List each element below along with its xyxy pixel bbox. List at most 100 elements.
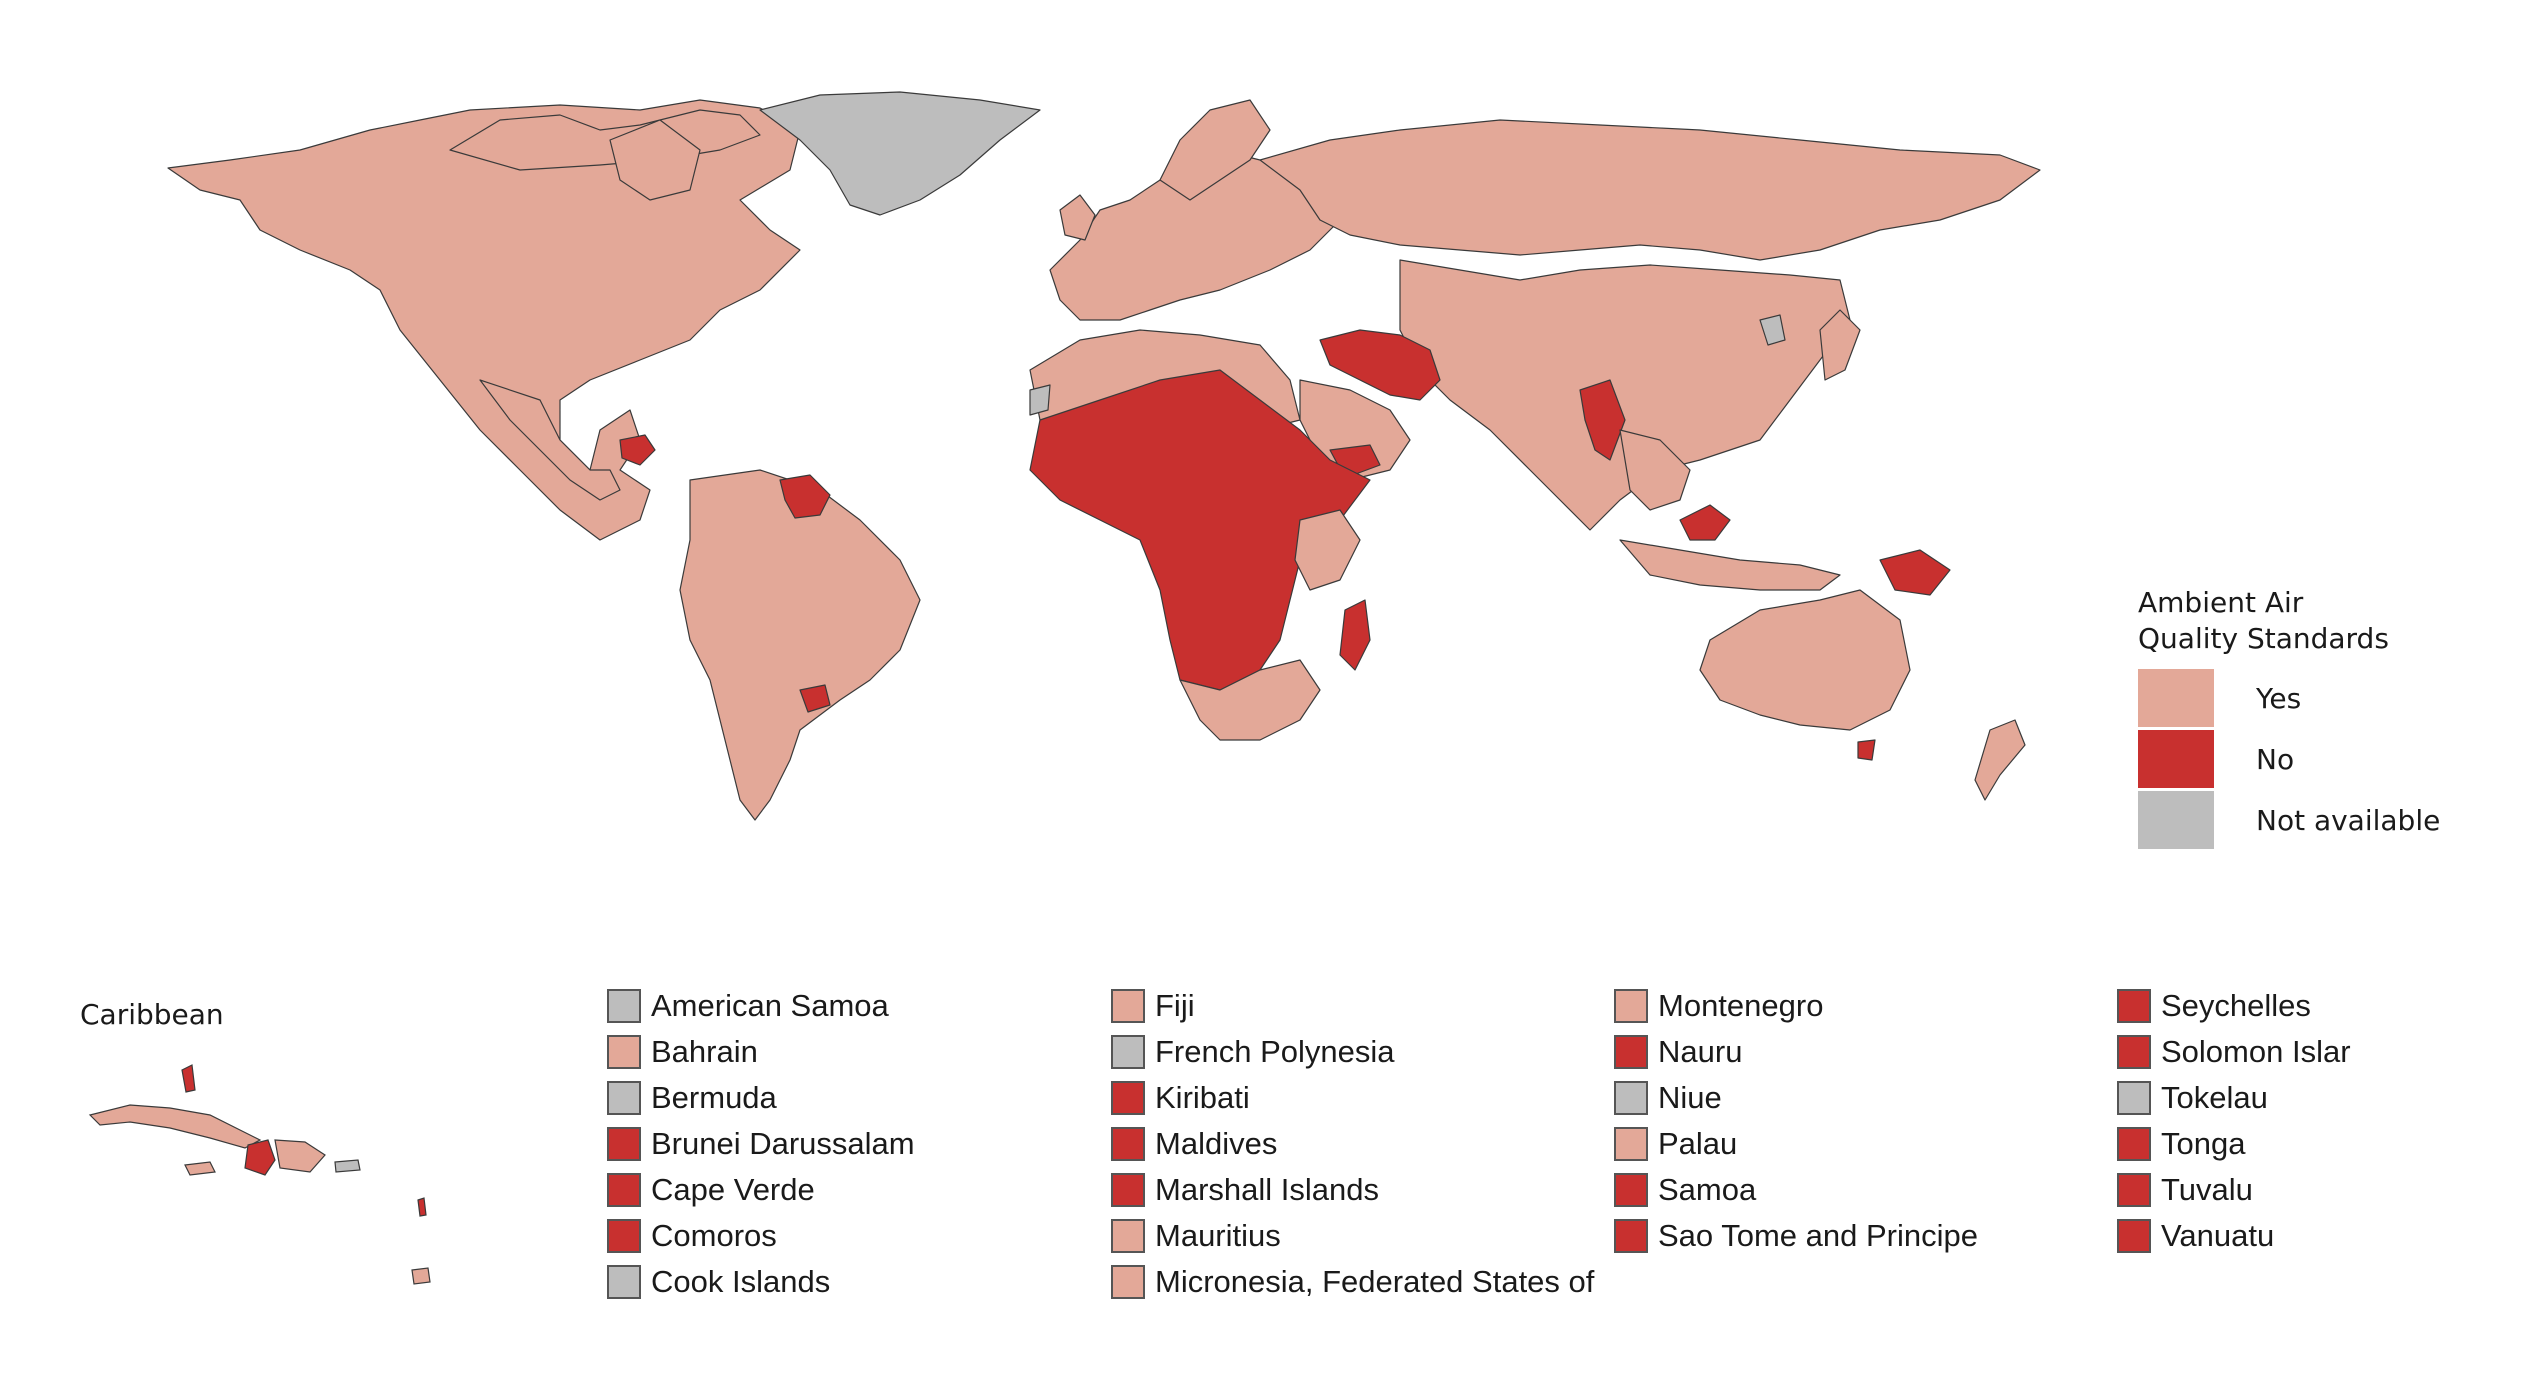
legend-item: Yes [2138, 669, 2458, 727]
small-country-swatch [2117, 1035, 2151, 1069]
small-countries-column-3: Montenegro Nauru Niue Palau Samoa Sao Tome an… [1614, 983, 1978, 1259]
small-country-name: Cook Islands [651, 1264, 831, 1299]
small-country-item: Bahrain [607, 1029, 915, 1075]
legend-label: Not available [2256, 803, 2441, 837]
small-country-item: Tuvalu [2117, 1167, 2351, 1213]
small-countries-column-2: Fiji French Polynesia Kiribati Maldives Mars… [1111, 983, 1594, 1305]
small-country-name: Marshall Islands [1155, 1172, 1379, 1207]
small-country-item: Bermuda [607, 1075, 915, 1121]
small-country-item: Marshall Islands [1111, 1167, 1594, 1213]
legend-item: Not available [2138, 791, 2458, 849]
region-madagascar-no [1339, 599, 1371, 671]
small-country-swatch [607, 1265, 641, 1299]
small-country-name: Micronesia, Federated States of [1155, 1264, 1595, 1299]
small-country-name: Tokelau [2161, 1080, 2268, 1115]
small-country-swatch [607, 1173, 641, 1207]
small-country-item: American Samoa [607, 983, 915, 1029]
small-country-item: Cook Islands [607, 1259, 915, 1305]
small-country-name: Cape Verde [651, 1172, 815, 1207]
legend-swatch [2138, 791, 2214, 849]
region-baffin [609, 119, 701, 201]
region-greenland [759, 91, 1041, 216]
region-middle-east-no [1319, 329, 1441, 401]
small-country-name: Montenegro [1658, 988, 1824, 1023]
small-country-name: Solomon Islar [2161, 1034, 2351, 1069]
small-country-swatch [1111, 989, 1145, 1023]
small-country-swatch [1111, 1173, 1145, 1207]
small-country-item: Samoa [1614, 1167, 1978, 1213]
small-country-item: Seychelles [2117, 983, 2351, 1029]
small-country-item: Nauru [1614, 1029, 1978, 1075]
region-southern-africa [1179, 659, 1321, 741]
small-country-name: Maldives [1155, 1126, 1278, 1161]
small-country-swatch [607, 989, 641, 1023]
small-country-item: Comoros [607, 1213, 915, 1259]
legend: Ambient Air Quality Standards Yes No Not a… [2138, 585, 2458, 852]
small-country-name: American Samoa [651, 988, 889, 1023]
small-country-name: Tonga [2161, 1126, 2246, 1161]
small-country-item: Tonga [2117, 1121, 2351, 1167]
region-scandinavia [1159, 99, 1271, 201]
small-country-item: Tokelau [2117, 1075, 2351, 1121]
small-country-item: Micronesia, Federated States of [1111, 1259, 1594, 1305]
region-australia [1699, 589, 1911, 731]
small-country-item: Sao Tome and Principe [1614, 1213, 1978, 1259]
inset-bahamas-no [181, 1064, 196, 1093]
map-regions [167, 91, 2041, 821]
inset-cuba [88, 1104, 262, 1149]
inset-lesser-antilles-no [417, 1197, 427, 1217]
region-japan [1819, 309, 1861, 381]
small-country-item: Fiji [1111, 983, 1594, 1029]
region-myanmar-no [1579, 379, 1626, 461]
small-country-swatch [2117, 1219, 2151, 1253]
small-country-item: Brunei Darussalam [607, 1121, 915, 1167]
small-country-name: Niue [1658, 1080, 1722, 1115]
small-country-swatch [1614, 1035, 1648, 1069]
small-country-name: Tuvalu [2161, 1172, 2253, 1207]
region-south-america [679, 469, 921, 821]
small-country-name: Mauritius [1155, 1218, 1281, 1253]
legend-swatch [2138, 730, 2214, 788]
small-country-swatch [2117, 989, 2151, 1023]
small-country-name: Nauru [1658, 1034, 1743, 1069]
small-country-swatch [2117, 1127, 2151, 1161]
small-country-swatch [607, 1127, 641, 1161]
region-east-africa [1294, 509, 1361, 591]
inset-puerto-rico-na [334, 1159, 361, 1173]
region-central-america-no [619, 434, 656, 466]
small-country-swatch [1111, 1127, 1145, 1161]
small-country-name: Bermuda [651, 1080, 777, 1115]
region-indonesia [1619, 539, 1841, 591]
legend-swatch [2138, 669, 2214, 727]
region-guyana-no [779, 474, 831, 519]
region-russia [1259, 119, 2041, 261]
caribbean-inset-title: Caribbean [80, 998, 224, 1031]
region-new-zealand [1974, 719, 2026, 801]
legend-title-line1: Ambient Air [2138, 586, 2304, 619]
small-country-swatch [1614, 1081, 1648, 1115]
inset-trinidad [411, 1267, 431, 1285]
small-country-item: Vanuatu [2117, 1213, 2351, 1259]
small-country-swatch [1614, 1127, 1648, 1161]
region-western-sahara-na [1029, 384, 1051, 416]
small-country-swatch [2117, 1081, 2151, 1115]
inset-jamaica [184, 1161, 216, 1176]
region-korea-na [1759, 314, 1786, 346]
inset-haiti-no [244, 1139, 276, 1176]
small-country-swatch [2117, 1173, 2151, 1207]
small-country-name: Brunei Darussalam [651, 1126, 915, 1161]
small-country-name: Seychelles [2161, 988, 2311, 1023]
small-country-item: Maldives [1111, 1121, 1594, 1167]
small-country-item: Montenegro [1614, 983, 1978, 1029]
legend-label: Yes [2256, 681, 2302, 715]
region-north-america [167, 99, 801, 541]
legend-item: No [2138, 730, 2458, 788]
region-tasmania [1857, 739, 1876, 761]
small-countries-column-4: Seychelles Solomon Islar Tokelau Tonga Tuval… [2117, 983, 2351, 1259]
small-country-swatch [1111, 1265, 1145, 1299]
small-country-name: Vanuatu [2161, 1218, 2275, 1253]
region-malaysia-no [1679, 504, 1731, 541]
small-country-name: Samoa [1658, 1172, 1757, 1207]
small-country-name: Fiji [1155, 988, 1195, 1023]
